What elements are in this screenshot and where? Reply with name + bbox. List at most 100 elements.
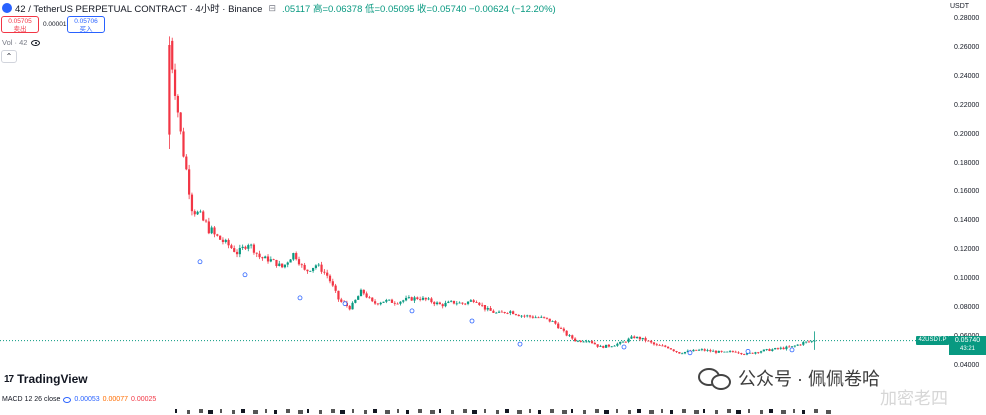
- candle: [757, 351, 760, 354]
- candle: [373, 299, 377, 305]
- candle: [311, 267, 315, 273]
- chart-header: 42 / TetherUS PERPETUAL CONTRACT · 4小时 ·…: [0, 0, 940, 16]
- candle: [450, 300, 453, 303]
- candle: [559, 326, 563, 329]
- candle: [227, 238, 230, 249]
- candle: [762, 349, 765, 352]
- candle: [517, 314, 520, 317]
- candle: [675, 350, 678, 354]
- volume-legend[interactable]: Vol · 42: [2, 38, 41, 47]
- macd-eye-icon[interactable]: [63, 396, 72, 403]
- axis-tick-label: 0.24000: [954, 72, 980, 80]
- macd-bar: [439, 409, 441, 413]
- buy-button[interactable]: 0.05706 买入: [67, 16, 105, 33]
- candle: [652, 342, 656, 346]
- candle: [289, 258, 292, 263]
- axis-tick-label: 0.22000: [954, 101, 980, 109]
- candle: [607, 343, 611, 348]
- axis-tick-label: 0.04000: [954, 361, 980, 369]
- candle: [224, 238, 227, 244]
- candle: [230, 243, 233, 250]
- candle: [512, 310, 515, 315]
- macd-bar: [274, 410, 277, 414]
- candle: [469, 299, 472, 302]
- macd-label: MACD 12 26 close: [2, 396, 61, 403]
- candle: [717, 350, 720, 353]
- candle: [309, 270, 312, 272]
- sell-button[interactable]: 0.05705 卖出: [1, 16, 39, 33]
- candle: [292, 252, 295, 261]
- candle: [430, 297, 433, 304]
- sell-price: 0.05705: [8, 18, 32, 25]
- candle: [357, 295, 360, 300]
- candle: [520, 315, 523, 318]
- candle: [633, 335, 636, 339]
- macd-bar: [802, 410, 805, 414]
- candle: [435, 301, 439, 306]
- candle: [495, 311, 498, 314]
- pair-tag: 42USDT.P: [916, 336, 949, 345]
- macd-legend[interactable]: MACD 12 26 close 0.00053 0.00077 0.00025: [2, 396, 156, 403]
- macd-bar: [331, 409, 335, 413]
- candle: [317, 262, 320, 267]
- candle: [202, 210, 205, 222]
- symbol-title[interactable]: 42 / TetherUS PERPETUAL CONTRACT · 4小时 ·…: [15, 4, 263, 15]
- candle: [427, 296, 430, 301]
- candle: [548, 318, 551, 323]
- wechat-watermark: 公众号 · 佩佩卷哈: [698, 364, 880, 392]
- candle: [534, 315, 537, 319]
- macd-bar: [199, 409, 203, 413]
- candle: [275, 259, 278, 268]
- macd-bar: [748, 409, 750, 413]
- candle: [247, 243, 250, 252]
- candle: [441, 303, 444, 309]
- macd-bar: [715, 410, 718, 414]
- candle: [720, 350, 723, 353]
- eye-icon[interactable]: [31, 39, 41, 46]
- candle: [376, 303, 380, 306]
- macd-bar: [736, 410, 741, 414]
- candle: [303, 262, 306, 271]
- candle: [509, 310, 512, 316]
- candle: [475, 300, 478, 304]
- candle: [751, 352, 754, 354]
- candle: [173, 63, 177, 100]
- macd-bar: [319, 410, 322, 414]
- event-marker: [621, 344, 627, 350]
- candle: [807, 340, 811, 343]
- macd-bar: [781, 410, 786, 414]
- candle: [754, 351, 757, 355]
- candle: [669, 348, 673, 350]
- hide-legend-icon[interactable]: ⊟: [268, 2, 276, 13]
- macd-bar: [814, 409, 818, 413]
- event-marker: [789, 347, 795, 353]
- candle: [331, 278, 334, 288]
- axis-tick-label: 0.26000: [954, 43, 980, 51]
- candle: [320, 261, 323, 274]
- candle: [306, 269, 309, 274]
- buy-price: 0.05706: [74, 18, 98, 25]
- candle: [410, 296, 413, 301]
- candle: [630, 335, 633, 340]
- candle: [458, 301, 461, 304]
- candle: [489, 305, 492, 311]
- candle: [672, 349, 675, 352]
- macd-bar: [649, 410, 654, 414]
- candle: [658, 344, 661, 346]
- candle: [726, 351, 729, 353]
- chevron-up-icon[interactable]: ⌃: [1, 50, 17, 63]
- candle: [354, 299, 357, 304]
- candle: [199, 209, 202, 213]
- macd-bar: [517, 410, 522, 414]
- candle: [233, 245, 236, 253]
- candle: [328, 274, 332, 284]
- tradingview-logo[interactable]: 17 TradingView: [4, 372, 88, 386]
- candle: [334, 283, 337, 293]
- candle: [737, 351, 740, 355]
- macd-bar: [727, 409, 731, 413]
- candle: [585, 339, 588, 343]
- macd-bar: [451, 410, 454, 414]
- candle: [258, 250, 261, 260]
- axis-tick-label: 0.10000: [954, 275, 980, 283]
